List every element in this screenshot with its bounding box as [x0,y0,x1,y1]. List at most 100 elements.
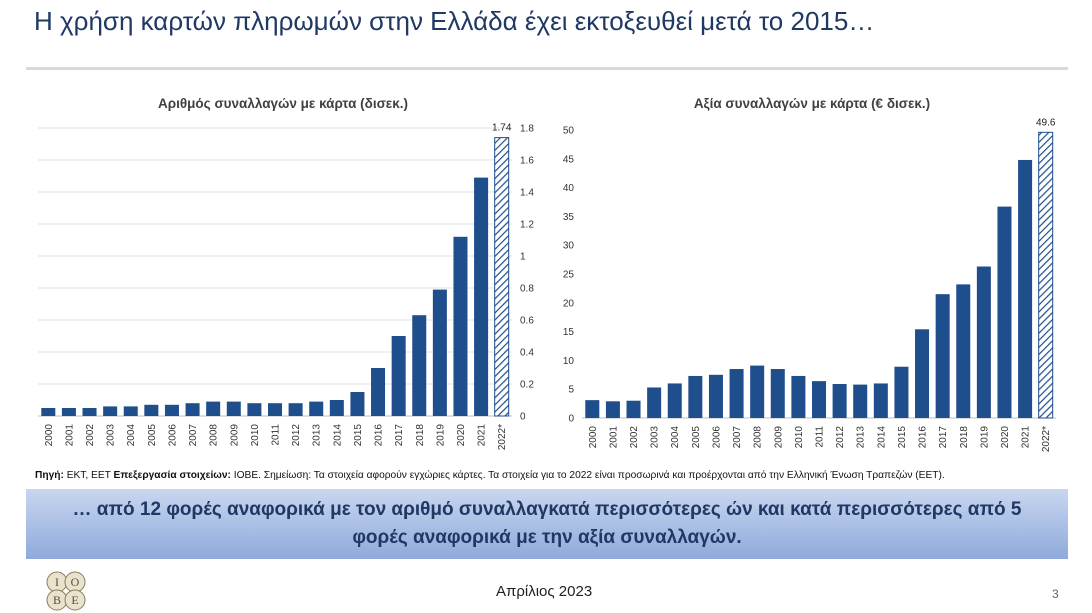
x-tick-label: 2003 [650,426,661,449]
x-tick-label: 2000 [588,426,599,449]
y-tick-label: 35 [563,212,575,223]
bar-2021 [1018,159,1033,418]
y-tick-label: 0 [520,412,526,423]
source-text: ΕΚΤ, ΕΕΤ [63,470,114,481]
bar-2012 [288,403,303,416]
processing-label: Επεξεργασία στοιχείων: [113,470,231,481]
y-tick-label: 0 [568,414,574,425]
footer-date: Απρίλιος 2023 [496,583,593,600]
bar-2013 [309,401,324,416]
y-tick-label: 15 [563,327,575,338]
bar-2016 [915,329,930,418]
data-label: 1.74 [492,123,512,134]
bar-2002 [82,408,97,416]
bar-2020 [997,206,1012,418]
y-tick-label: 40 [563,183,575,194]
y-tick-label: 45 [563,154,575,165]
bar-2008 [750,365,765,418]
bar-2004 [123,406,138,416]
bar-2017 [935,294,950,418]
x-tick-label: 2022* [1041,426,1052,452]
bar-2003 [647,387,662,418]
bar-2009 [770,369,785,418]
x-tick-label: 2022* [497,424,508,450]
svg-text:B: B [53,593,61,607]
x-tick-label: 2016 [918,426,929,449]
x-tick-label: 2013 [312,424,323,447]
bar-2013 [853,384,868,418]
svg-text:O: O [71,575,80,589]
bar-2018 [956,284,971,418]
bar-2014 [329,400,344,416]
data-label: 49.6 [1036,117,1056,128]
bar-2012 [832,384,847,418]
y-tick-label: 1.6 [520,156,534,167]
x-tick-label: 2017 [938,426,949,449]
x-tick-label: 2016 [374,424,385,447]
x-tick-label: 2018 [415,424,426,447]
y-tick-label: 1 [520,252,526,263]
svg-text:I: I [55,575,59,589]
bar-2016 [371,368,386,416]
x-tick-label: 2006 [167,424,178,447]
x-tick-label: 2018 [959,426,970,449]
y-tick-label: 0.4 [520,348,534,359]
bar-2000 [585,400,600,418]
bar-2015 [350,392,365,416]
transactions-count-chart: Αριθμός συναλλαγών με κάρτα (δισεκ.) 200… [38,96,534,450]
y-tick-label: 0.6 [520,316,534,327]
bar-2014 [873,383,888,418]
x-tick-label: 2017 [394,424,405,447]
bar-2005 [144,404,159,416]
x-tick-label: 2015 [353,424,364,447]
y-tick-label: 25 [563,270,575,281]
x-tick-label: 2010 [794,426,805,449]
source-note: Πηγή: ΕΚΤ, ΕΕΤ Επεξεργασία στοιχείων: ΙΟ… [35,470,1075,481]
bar-2022-provisional [1038,131,1054,419]
y-tick-label: 30 [563,241,575,252]
chart-title: Αξία συναλλαγών με κάρτα (€ δισεκ.) [694,96,930,111]
bar-2011 [267,403,283,416]
bar-2017 [391,336,406,416]
y-tick-label: 1.8 [520,124,534,135]
bar-2001 [605,401,620,418]
bar-2002 [626,400,641,418]
x-tick-label: 2003 [106,424,117,447]
x-tick-label: 2004 [126,424,137,447]
x-tick-label: 2000 [44,424,55,447]
bar-2001 [61,408,76,416]
x-tick-label: 2008 [209,424,220,447]
x-tick-label: 2020 [456,424,467,447]
bar-2022-provisional [494,137,510,417]
chart-title: Αριθμός συναλλαγών με κάρτα (δισεκ.) [158,96,408,111]
svg-text:E: E [71,593,78,607]
page-number: 3 [1052,587,1059,601]
bar-2010 [791,375,806,418]
iobe-logo: I O B E [46,571,86,611]
y-tick-label: 5 [568,385,574,396]
x-tick-label: 2001 [64,424,75,447]
bar-2003 [103,406,118,416]
x-tick-label: 2019 [435,424,446,447]
y-tick-label: 20 [563,298,575,309]
bar-2011 [811,381,827,418]
x-tick-label: 2014 [876,426,887,449]
x-tick-label: 2021 [477,424,488,447]
bar-2004 [667,383,682,418]
banner-text: … από 12 φορές αναφορικά με τον αριθμό σ… [72,499,1022,548]
bar-2019 [976,266,991,418]
bar-2006 [708,374,723,418]
x-tick-label: 2011 [815,426,826,448]
x-tick-label: 2009 [773,426,784,449]
title-divider [26,67,1068,70]
x-tick-label: 2005 [147,424,158,447]
bar-2018 [412,315,427,416]
y-tick-label: 0.2 [520,380,534,391]
x-tick-label: 2008 [753,426,764,449]
bar-2007 [729,369,744,418]
bar-2006 [164,404,179,416]
bar-2010 [247,403,262,416]
x-tick-label: 2013 [856,426,867,449]
x-tick-label: 2010 [250,424,261,447]
x-tick-label: 2005 [691,426,702,449]
